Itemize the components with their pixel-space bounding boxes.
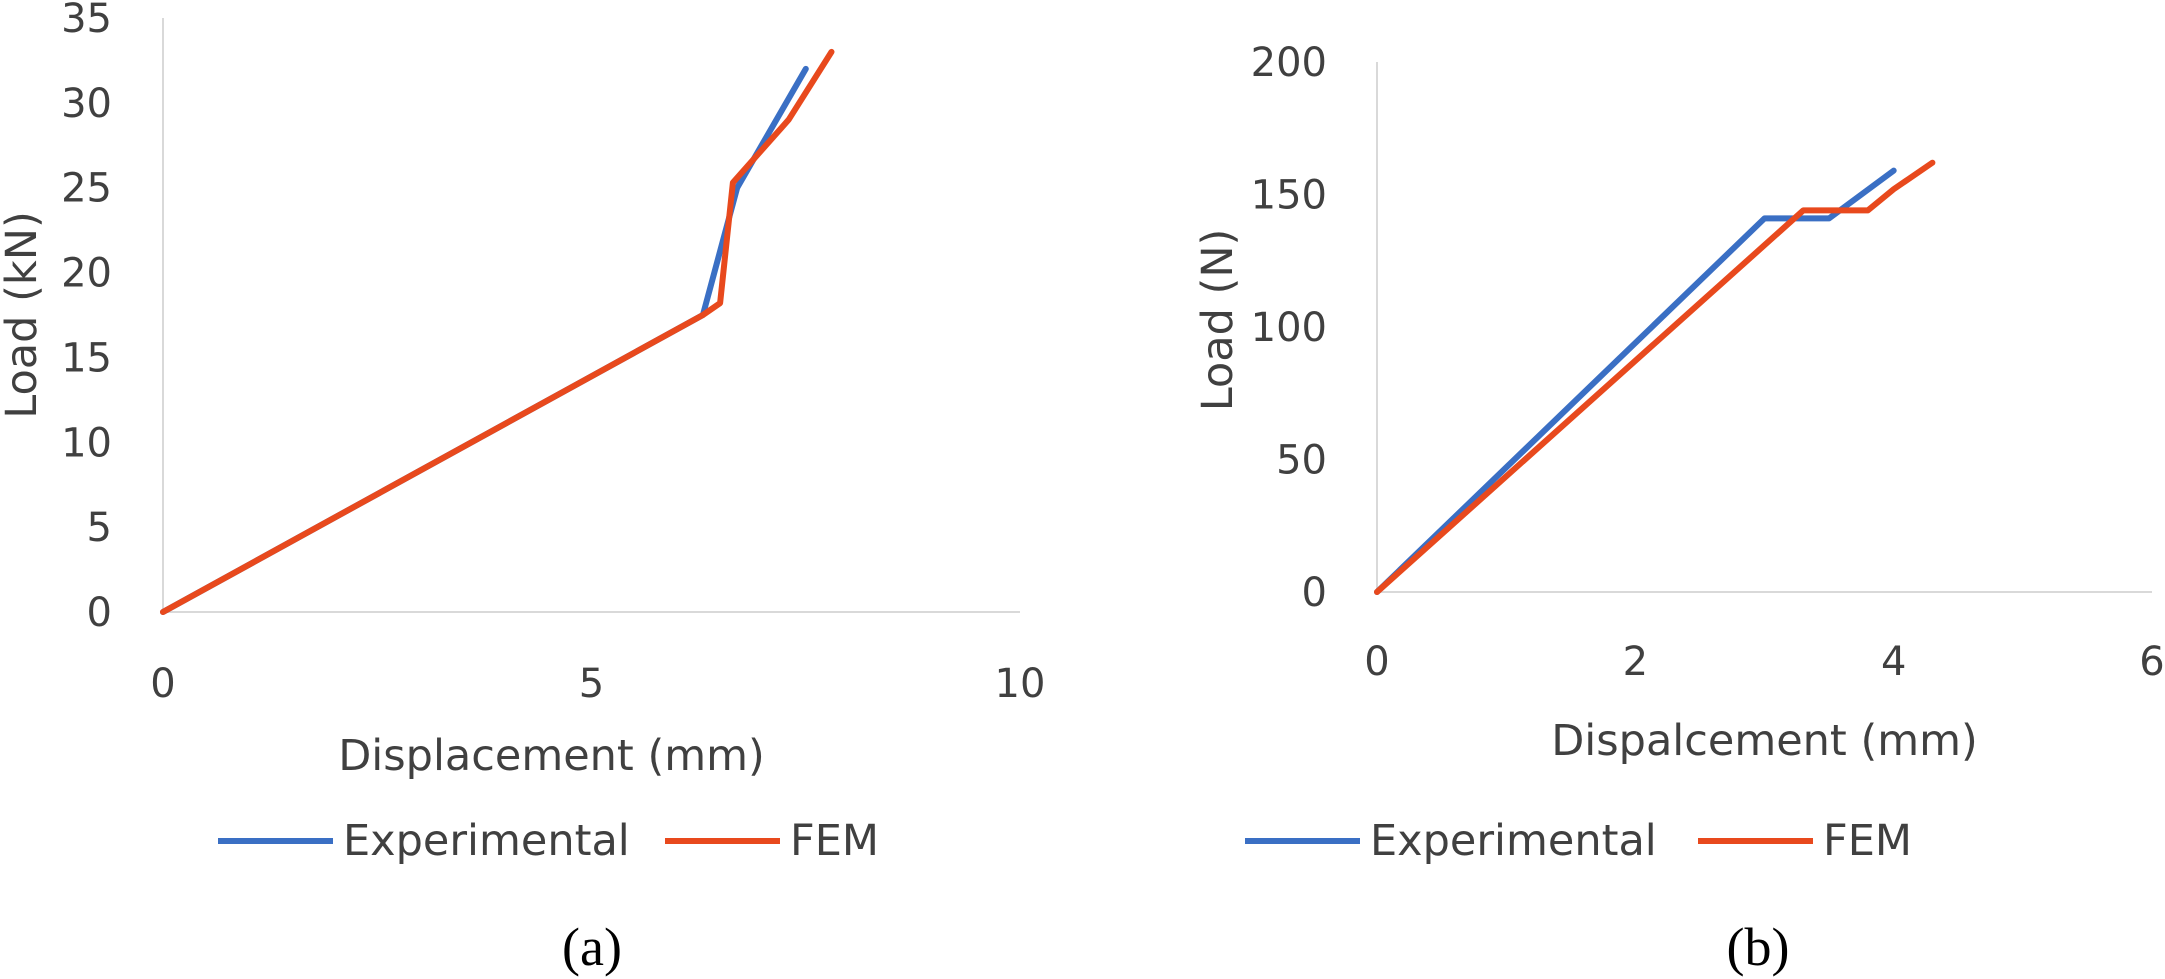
x-tick-label: 4 — [1881, 639, 1906, 685]
x-tick-label: 10 — [995, 661, 1046, 707]
x-tick-label: 5 — [579, 661, 604, 707]
y-tick-label: 25 — [61, 166, 112, 212]
x-tick-label: 6 — [2139, 639, 2164, 685]
figure-caption: (b) — [1727, 917, 1790, 977]
series-line-experimental — [160, 65, 809, 615]
x-tick-label: 0 — [1364, 639, 1389, 685]
chart-a: 0 5 10 15 20 25 30 35 0 5 10 Displacement (mm) Load … — [0, 0, 1045, 977]
legend-label-experimental: Experimental — [1370, 816, 1657, 866]
legend-label-experimental: Experimental — [343, 816, 630, 866]
y-tick-label: 35 — [61, 0, 112, 42]
chart-b: 0 50 100 150 200 0 2 4 6 Dispalcement (mm) Load (N… — [1193, 40, 2165, 977]
y-tick-label: 20 — [61, 251, 112, 297]
y-tick-label: 0 — [1302, 570, 1327, 616]
legend-label-fem: FEM — [1823, 816, 1912, 866]
y-axis-title: Load (N) — [1193, 229, 1243, 412]
y-tick-label: 200 — [1251, 40, 1327, 86]
series-line-experimental — [1374, 167, 1897, 595]
y-tick-label: 30 — [61, 81, 112, 127]
x-axis-title: Dispalcement (mm) — [1551, 716, 1978, 766]
y-axis-title: Load (kN) — [0, 211, 47, 418]
y-tick-label: 15 — [61, 335, 112, 381]
y-tick-label: 10 — [61, 420, 112, 466]
y-tick-label: 50 — [1276, 438, 1327, 484]
x-axis-title: Displacement (mm) — [338, 731, 765, 781]
y-tick-label: 5 — [87, 505, 112, 551]
y-tick-label: 0 — [87, 590, 112, 636]
figure-caption: (a) — [562, 917, 622, 977]
x-tick-label: 0 — [150, 661, 175, 707]
series-line-fem — [1374, 159, 1936, 595]
y-tick-label: 100 — [1251, 305, 1327, 351]
legend-label-fem: FEM — [790, 816, 879, 866]
x-tick-label: 2 — [1623, 639, 1648, 685]
series-line-fem — [160, 48, 835, 615]
y-tick-label: 150 — [1251, 173, 1327, 219]
